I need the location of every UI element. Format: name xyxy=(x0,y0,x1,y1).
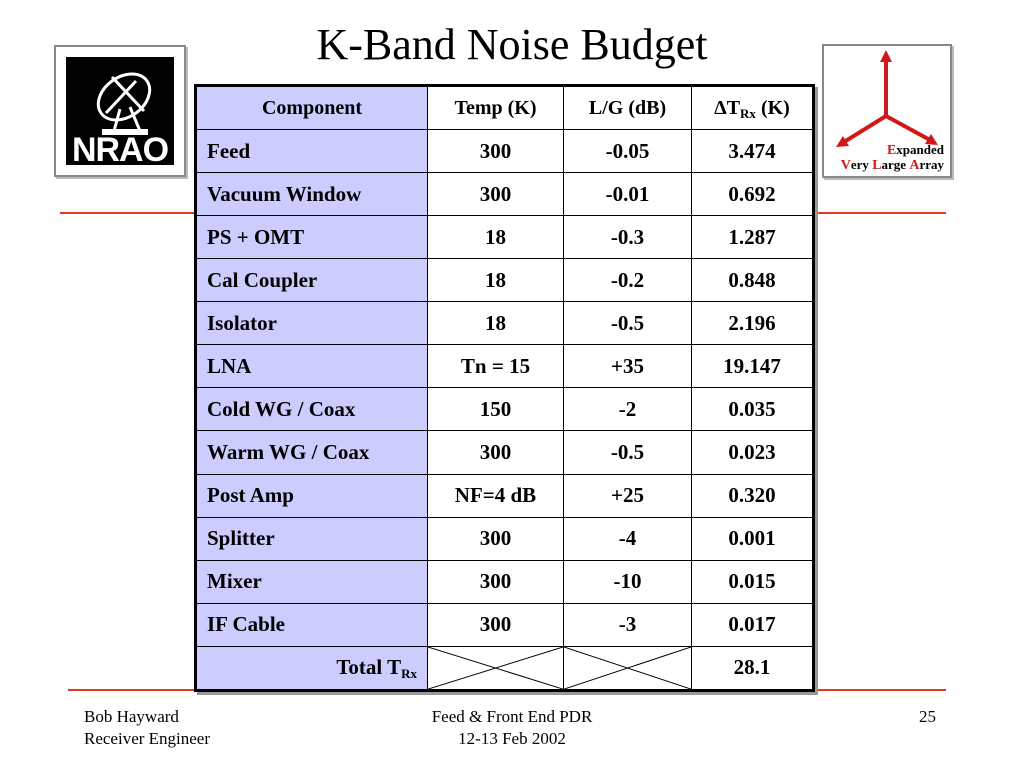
delta-trx-cell: 3.474 xyxy=(691,128,814,174)
component-cell: Isolator xyxy=(195,301,428,346)
total-row: Total TRx 28.1 xyxy=(195,645,814,692)
lg-cell: -3 xyxy=(563,602,692,647)
lg-cell: +25 xyxy=(563,473,692,518)
table-header-row: Component Temp (K) L/G (dB) ΔTRx (K) xyxy=(195,85,814,130)
component-cell: LNA xyxy=(195,344,428,389)
total-lg-empty xyxy=(563,645,692,692)
delta-trx-cell: 0.017 xyxy=(691,602,814,647)
total-value: 28.1 xyxy=(691,645,814,692)
evla-logo-line1: Expanded xyxy=(886,142,944,158)
table-row: Splitter 300 -4 0.001 xyxy=(195,516,814,561)
nrao-logo-text: NRAO xyxy=(71,131,169,169)
nrao-dish-icon xyxy=(96,72,152,135)
delta-trx-cell: 0.320 xyxy=(691,473,814,518)
footer-event: Feed & Front End PDR 12-13 Feb 2002 xyxy=(380,706,644,750)
temp-cell: 300 xyxy=(427,516,564,561)
component-cell: Mixer xyxy=(195,559,428,604)
component-cell: Vacuum Window xyxy=(195,172,428,217)
temp-cell: 300 xyxy=(427,430,564,475)
nrao-logo: NRAO xyxy=(54,45,186,177)
evla-logo: Expanded Very Large Array xyxy=(822,44,952,178)
table-row: PS + OMT 18 -0.3 1.287 xyxy=(195,215,814,260)
table-row: LNA Tn = 15 +35 19.147 xyxy=(195,344,814,389)
component-cell: Post Amp xyxy=(195,473,428,518)
temp-cell: 150 xyxy=(427,387,564,432)
header-component: Component xyxy=(195,85,428,130)
delta-trx-cell: 0.001 xyxy=(691,516,814,561)
component-cell: Feed xyxy=(195,128,428,174)
delta-trx-cell: 0.015 xyxy=(691,559,814,604)
lg-cell: -0.3 xyxy=(563,215,692,260)
temp-cell: NF=4 dB xyxy=(427,473,564,518)
lg-cell: -0.05 xyxy=(563,128,692,174)
temp-cell: 300 xyxy=(427,602,564,647)
component-cell: IF Cable xyxy=(195,602,428,647)
cross-out-icon xyxy=(564,647,691,689)
temp-cell: 18 xyxy=(427,258,564,303)
table-row: Mixer 300 -10 0.015 xyxy=(195,559,814,604)
lg-cell: -0.5 xyxy=(563,301,692,346)
delta-trx-cell: 0.848 xyxy=(691,258,814,303)
table-row: Post Amp NF=4 dB +25 0.320 xyxy=(195,473,814,518)
delta-trx-cell: 0.692 xyxy=(691,172,814,217)
delta-trx-cell: 2.196 xyxy=(691,301,814,346)
lg-cell: +35 xyxy=(563,344,692,389)
table-row: Vacuum Window 300 -0.01 0.692 xyxy=(195,172,814,217)
component-cell: Splitter xyxy=(195,516,428,561)
table-row: Cold WG / Coax 150 -2 0.035 xyxy=(195,387,814,432)
component-cell: Warm WG / Coax xyxy=(195,430,428,475)
temp-cell: 300 xyxy=(427,559,564,604)
lg-cell: -2 xyxy=(563,387,692,432)
table-row: Isolator 18 -0.5 2.196 xyxy=(195,301,814,346)
slide-title: K-Band Noise Budget xyxy=(316,20,708,69)
lg-cell: -0.2 xyxy=(563,258,692,303)
delta-trx-cell: 0.023 xyxy=(691,430,814,475)
component-cell: PS + OMT xyxy=(195,215,428,260)
header-temp: Temp (K) xyxy=(427,85,564,130)
footer-author: Bob Hayward Receiver Engineer xyxy=(84,706,210,750)
component-cell: Cal Coupler xyxy=(195,258,428,303)
footer-author-role: Receiver Engineer xyxy=(84,729,211,748)
footer-page-number: 25 xyxy=(919,707,936,726)
temp-cell: 18 xyxy=(427,301,564,346)
footer-author-name: Bob Hayward xyxy=(84,707,179,726)
header-lg: L/G (dB) xyxy=(563,85,692,130)
table-row: Feed 300 -0.05 3.474 xyxy=(195,128,814,174)
header-delta-trx: ΔTRx (K) xyxy=(691,85,814,130)
temp-cell: Tn = 15 xyxy=(427,344,564,389)
lg-cell: -0.5 xyxy=(563,430,692,475)
footer-event-name: Feed & Front End PDR xyxy=(431,707,593,726)
total-temp-empty xyxy=(427,645,564,692)
lg-cell: -0.01 xyxy=(563,172,692,217)
total-label: Total TRx xyxy=(195,645,428,692)
table-row: Cal Coupler 18 -0.2 0.848 xyxy=(195,258,814,303)
evla-arrows-icon xyxy=(836,50,938,147)
table-row: Warm WG / Coax 300 -0.5 0.023 xyxy=(195,430,814,475)
temp-cell: 18 xyxy=(427,215,564,260)
component-cell: Cold WG / Coax xyxy=(195,387,428,432)
lg-cell: -4 xyxy=(563,516,692,561)
delta-trx-cell: 0.035 xyxy=(691,387,814,432)
delta-trx-cell: 19.147 xyxy=(691,344,814,389)
lg-cell: -10 xyxy=(563,559,692,604)
noise-budget-table: Component Temp (K) L/G (dB) ΔTRx (K) Fee… xyxy=(194,84,815,692)
temp-cell: 300 xyxy=(427,172,564,217)
delta-trx-cell: 1.287 xyxy=(691,215,814,260)
temp-cell: 300 xyxy=(427,128,564,174)
table-row: IF Cable 300 -3 0.017 xyxy=(195,602,814,647)
evla-logo-line2: Very Large Array xyxy=(840,157,944,173)
footer-event-date: 12-13 Feb 2002 xyxy=(458,729,566,748)
cross-out-icon xyxy=(428,647,563,689)
